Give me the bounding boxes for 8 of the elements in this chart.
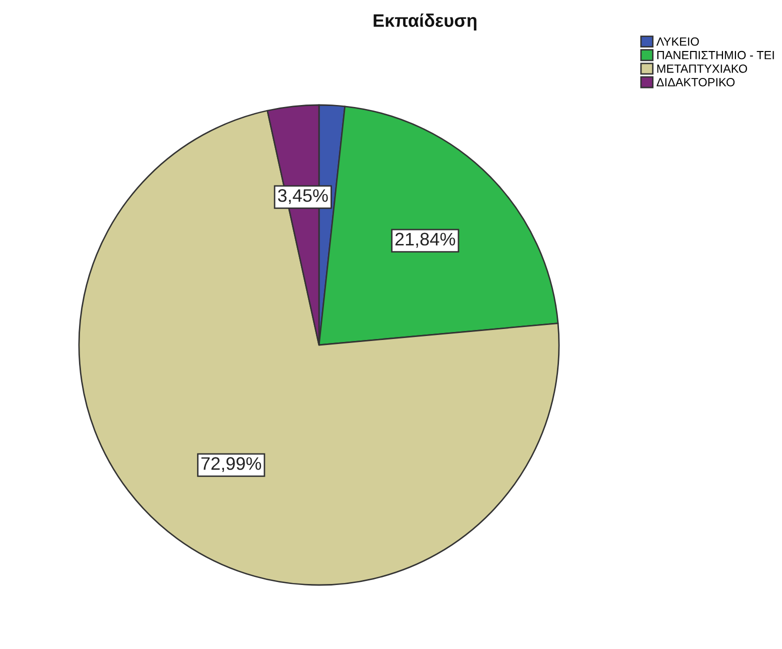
data-label: 3,45% [278,189,328,204]
data-label: 72,99% [201,457,262,472]
legend-label: ΛΥΚΕΙΟ [656,37,699,46]
legend-label: ΜΕΤΑΠΤΥΧΙΑΚΟ [657,64,748,73]
legend-label: ΠΑΝΕΠΙΣΤΗΜΙΟ - ΤΕΙ [657,50,774,60]
chart-title: Εκπαίδευση [374,13,476,31]
data-label: 21,84% [395,232,456,248]
legend-label: ΔΙΔΑΚΤΟΡΙΚΟ [656,78,735,86]
